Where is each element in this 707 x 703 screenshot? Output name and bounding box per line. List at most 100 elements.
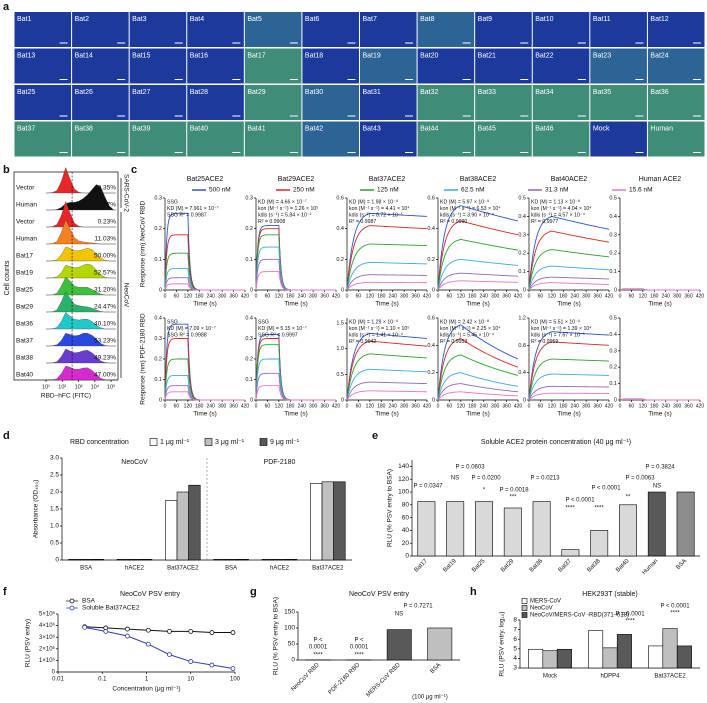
- y-tick-label: 150: [284, 609, 295, 616]
- binding-curve: [346, 390, 428, 401]
- tile-label: Bat29: [247, 89, 265, 96]
- x-tick-label: 60: [265, 293, 271, 299]
- y-tick-label: 2.5: [50, 472, 59, 479]
- y-tick-label: 0: [159, 397, 162, 403]
- percent-label: 31.20%: [94, 287, 116, 294]
- y-tick-label: 1.5: [50, 506, 59, 513]
- annotation: P = 0.0213: [530, 476, 560, 482]
- binding-curve: [528, 282, 610, 291]
- micrograph: [187, 85, 244, 120]
- x-tick-label: 360: [684, 293, 693, 299]
- chart-title: Soluble ACE2 protein concentration (40 μ…: [481, 439, 631, 446]
- data-point: [124, 626, 130, 632]
- legend-label: 9 μg ml⁻¹: [270, 439, 300, 446]
- bar: [128, 559, 141, 561]
- fit-note: SSG: [167, 199, 178, 205]
- bar: [91, 559, 104, 561]
- legend-swatch: [521, 598, 528, 604]
- x-tick-label: 360: [320, 403, 329, 409]
- x-tick-label: 240: [662, 403, 671, 409]
- binding-curve: [437, 383, 519, 401]
- fit-note: KD (M) = 1.13 × 10⁻⁸: [531, 199, 580, 205]
- x-tick-label: 420: [332, 293, 341, 299]
- micrograph: [360, 85, 417, 120]
- x-tick-label: 120: [639, 403, 648, 409]
- annotation: P = 0.0018: [499, 488, 529, 494]
- row-label: Human: [16, 236, 37, 243]
- x-tick-label: 120: [639, 293, 648, 299]
- bar: [475, 501, 493, 557]
- y-tick-label: 3×10⁶: [39, 634, 56, 641]
- legend-label: 62.5 nM: [461, 187, 485, 194]
- annotation: P < 0.0001: [660, 604, 690, 610]
- micrograph: [14, 48, 72, 84]
- binding-curve: [255, 344, 336, 401]
- row-label: Bat25: [16, 287, 33, 294]
- binding-curve: [255, 234, 336, 291]
- y-tick-label: 40: [402, 527, 410, 534]
- y-tick-label: 0.2: [609, 251, 617, 257]
- histogram: [46, 276, 116, 296]
- x-axis-label: Concentration (μg ml⁻¹): [112, 686, 180, 693]
- x-tick-label: Bat37ACE2: [312, 566, 344, 572]
- x-tick-label: 60: [629, 403, 635, 409]
- micrograph: [475, 121, 532, 157]
- percent-label: 11.03%: [94, 236, 116, 243]
- group-title: NeoCoV: [121, 459, 148, 466]
- bar: [427, 627, 453, 661]
- fit-note: kdis (s⁻¹) = 7.67 × 10⁻⁵: [531, 332, 585, 338]
- tile-label: Bat27: [132, 89, 150, 96]
- bar: [619, 504, 637, 557]
- x-tick-label: 0.01: [52, 677, 64, 683]
- y-tick-label: 20: [402, 540, 410, 547]
- y-tick-label: 0: [159, 287, 162, 293]
- y-tick-label: 0: [250, 287, 253, 293]
- micrograph: [302, 121, 359, 157]
- plot-title: Human ACE2: [639, 176, 682, 183]
- tile-label: Bat38: [75, 125, 93, 132]
- x-tick-label: 180: [559, 403, 568, 409]
- tile-label: Bat6: [305, 16, 320, 23]
- percent-label: 0.23%: [98, 219, 117, 226]
- bar: [616, 634, 632, 669]
- y-tick-label: 0.1: [609, 269, 617, 275]
- y-tick-label: 80: [402, 502, 410, 509]
- histogram: [46, 263, 116, 279]
- data-point: [209, 630, 215, 635]
- legend-label: NeoCoV: [530, 606, 553, 612]
- y-tick-label: 0.3: [518, 232, 526, 238]
- x-tick-label: 420: [423, 293, 432, 299]
- y-tick-label: 0.8: [518, 343, 526, 349]
- micrograph: [417, 121, 475, 157]
- x-tick-label: 360: [320, 293, 329, 299]
- bar: [602, 647, 618, 669]
- y-tick-label: 1.0: [336, 346, 344, 352]
- percent-label: 52.57%: [94, 270, 116, 277]
- micrograph: [417, 12, 475, 47]
- binding-curve: [346, 368, 428, 401]
- y-tick-label: 0.1: [245, 377, 253, 383]
- tile-label: Human: [650, 125, 673, 132]
- tile-label: Bat8: [420, 16, 435, 23]
- y-tick-label: 0.2: [336, 257, 344, 263]
- micrograph: [647, 48, 705, 84]
- legend-label: 1 μg ml⁻¹: [160, 439, 190, 446]
- binding-curve: [437, 324, 519, 401]
- x-tick-label: 120: [548, 293, 557, 299]
- y-tick-label: 1.0: [50, 523, 59, 530]
- x-tick-label: 300: [673, 403, 682, 409]
- binding-curve: [346, 340, 428, 401]
- binding-curve: [164, 268, 245, 291]
- micrograph: [475, 48, 532, 84]
- histogram: [46, 348, 116, 364]
- y-axis-label: Response (nm) PDF-2180 RBD: [140, 313, 147, 405]
- x-tick-label: Bat17: [414, 558, 430, 574]
- chart-title: HEK293T (stable): [582, 591, 638, 598]
- fit-note: kdis (s⁻¹) = 3.90 × 10⁻⁴: [440, 212, 494, 218]
- data-point: [230, 630, 236, 635]
- tile-label: Bat28: [190, 89, 208, 96]
- x-tick-label: Bat37ACE2: [654, 674, 686, 680]
- x-tick-label: 300: [582, 293, 591, 299]
- y-tick-label: 0.4: [154, 315, 162, 321]
- legend-label: 125 nM: [377, 187, 399, 194]
